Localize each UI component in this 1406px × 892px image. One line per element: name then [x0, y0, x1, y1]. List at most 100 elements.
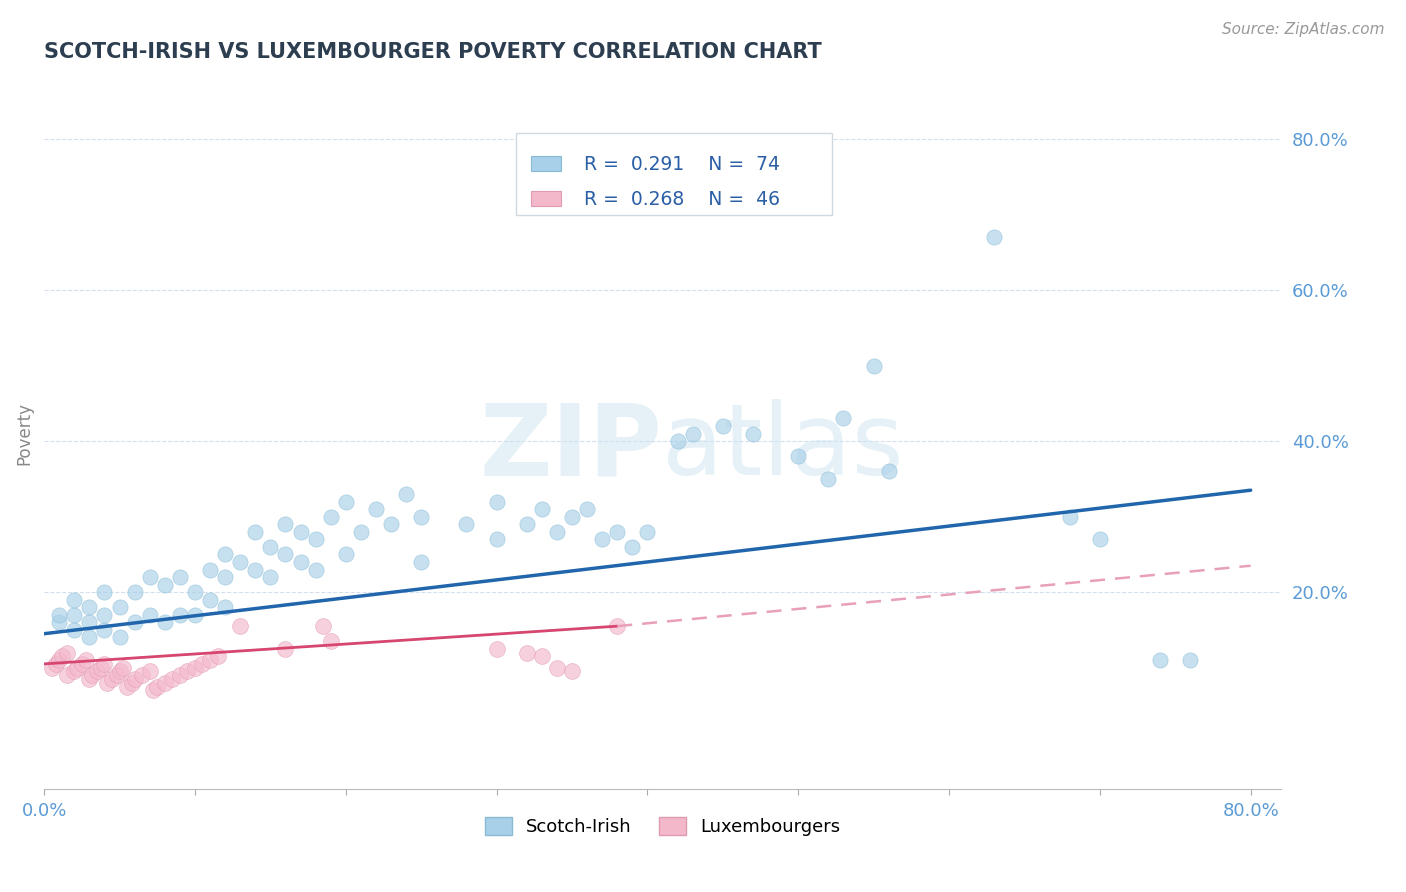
Point	[214, 600, 236, 615]
Point	[1149, 653, 1171, 667]
Point	[411, 509, 433, 524]
Point	[621, 540, 644, 554]
Point	[153, 577, 176, 591]
Point	[207, 649, 229, 664]
Point	[63, 623, 86, 637]
Point	[862, 359, 884, 373]
Text: SCOTCH-IRISH VS LUXEMBOURGER POVERTY CORRELATION CHART: SCOTCH-IRISH VS LUXEMBOURGER POVERTY COR…	[44, 42, 823, 62]
Point	[48, 615, 70, 630]
Point	[1088, 533, 1111, 547]
Point	[115, 680, 138, 694]
Point	[335, 548, 357, 562]
Point	[666, 434, 689, 449]
Point	[530, 502, 553, 516]
Point	[606, 524, 628, 539]
Point	[546, 661, 568, 675]
Point	[546, 524, 568, 539]
Point	[198, 653, 221, 667]
Point	[591, 533, 613, 547]
Point	[93, 623, 115, 637]
Point	[41, 661, 63, 675]
Point	[93, 607, 115, 622]
Point	[124, 672, 146, 686]
Point	[63, 665, 86, 679]
Text: R =  0.291    N =  74: R = 0.291 N = 74	[585, 155, 780, 174]
Point	[245, 524, 267, 539]
Point	[485, 533, 508, 547]
Point	[108, 631, 131, 645]
Point	[63, 607, 86, 622]
Point	[138, 665, 160, 679]
Point	[259, 540, 281, 554]
Point	[48, 607, 70, 622]
Point	[290, 524, 312, 539]
Point	[82, 668, 104, 682]
Point	[124, 585, 146, 599]
Point	[456, 517, 478, 532]
Point	[530, 649, 553, 664]
Point	[787, 449, 810, 463]
Point	[75, 653, 97, 667]
Point	[832, 411, 855, 425]
Point	[198, 592, 221, 607]
Point	[66, 661, 89, 675]
Point	[1059, 509, 1081, 524]
Point	[214, 570, 236, 584]
Point	[983, 230, 1005, 244]
FancyBboxPatch shape	[531, 191, 561, 206]
Point	[561, 509, 583, 524]
Point	[96, 675, 118, 690]
Point	[55, 668, 77, 682]
Point	[576, 502, 599, 516]
Point	[350, 524, 373, 539]
Point	[877, 464, 900, 478]
Point	[169, 668, 191, 682]
Text: atlas: atlas	[662, 400, 904, 496]
Point	[1180, 653, 1202, 667]
Point	[111, 661, 134, 675]
Point	[51, 649, 73, 664]
Point	[606, 619, 628, 633]
Point	[184, 585, 207, 599]
Point	[817, 472, 839, 486]
Point	[169, 570, 191, 584]
Point	[121, 675, 143, 690]
Point	[108, 600, 131, 615]
Point	[364, 502, 387, 516]
Point	[742, 426, 765, 441]
Point	[335, 494, 357, 508]
Point	[245, 562, 267, 576]
Point	[229, 555, 252, 569]
Point	[198, 562, 221, 576]
Text: R =  0.268    N =  46: R = 0.268 N = 46	[585, 190, 780, 209]
Point	[93, 657, 115, 671]
Point	[485, 641, 508, 656]
Point	[55, 646, 77, 660]
Point	[636, 524, 658, 539]
Point	[304, 562, 326, 576]
Y-axis label: Poverty: Poverty	[15, 402, 32, 465]
Point	[229, 619, 252, 633]
Legend: Scotch-Irish, Luxembourgers: Scotch-Irish, Luxembourgers	[477, 810, 848, 844]
Point	[290, 555, 312, 569]
Text: Source: ZipAtlas.com: Source: ZipAtlas.com	[1222, 22, 1385, 37]
Point	[319, 509, 342, 524]
Point	[138, 570, 160, 584]
Point	[274, 548, 297, 562]
Point	[142, 683, 165, 698]
Point	[79, 615, 101, 630]
FancyBboxPatch shape	[516, 133, 832, 215]
Point	[108, 665, 131, 679]
FancyBboxPatch shape	[531, 156, 561, 171]
Point	[711, 419, 734, 434]
Point	[516, 646, 538, 660]
Text: ZIP: ZIP	[479, 400, 662, 496]
Point	[101, 672, 124, 686]
Point	[153, 675, 176, 690]
Point	[45, 657, 67, 671]
Point	[169, 607, 191, 622]
Point	[312, 619, 335, 633]
Point	[274, 641, 297, 656]
Point	[395, 487, 418, 501]
Point	[124, 615, 146, 630]
